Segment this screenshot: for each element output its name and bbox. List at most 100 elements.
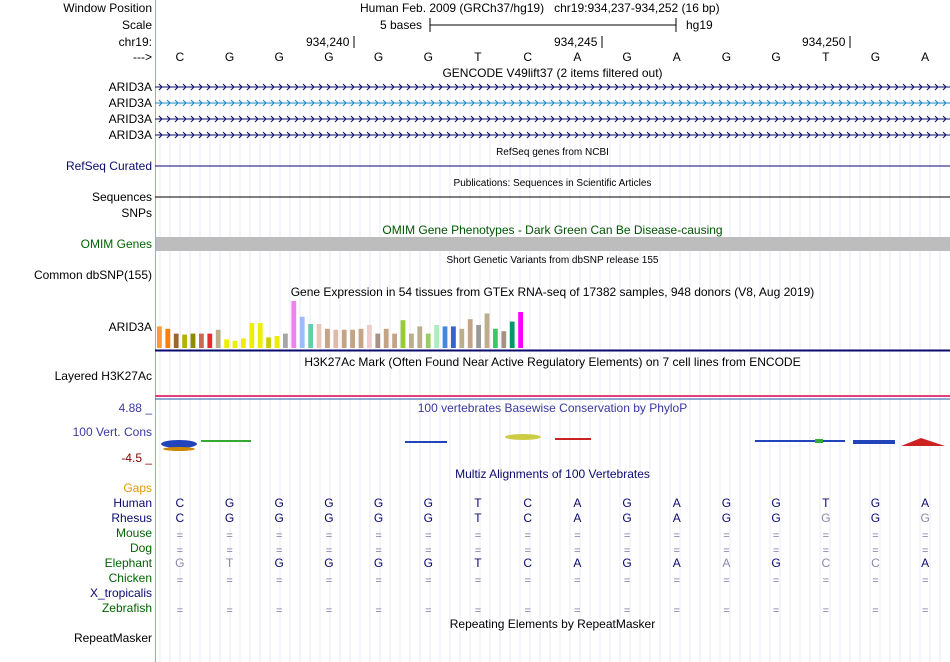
species-label[interactable]: Dog (129, 541, 152, 555)
strand-arrow (678, 99, 683, 107)
strand-arrow (174, 115, 179, 123)
species-label[interactable]: X_tropicalis (89, 586, 152, 600)
strand-arrow (158, 131, 163, 139)
strand-arrow (582, 99, 587, 107)
strand-arrow (326, 83, 331, 91)
strand-arrow (686, 131, 691, 139)
h3k27ac-signal[interactable] (155, 394, 950, 402)
strand-arrow (894, 83, 899, 91)
strand-arrow (582, 115, 587, 123)
strand-arrow (598, 131, 603, 139)
gtex-bar-graph[interactable] (155, 296, 950, 352)
strand-arrow (918, 115, 923, 123)
strand-arrow (550, 83, 555, 91)
alignment-base: = (226, 605, 233, 617)
strand-arrow (254, 83, 259, 91)
strand-arrow (278, 83, 283, 91)
species-label[interactable]: Human (113, 496, 152, 510)
strand-arrow (910, 99, 915, 107)
gencode-item-label[interactable]: ARID3A (108, 80, 152, 94)
alignment-base: G (274, 556, 284, 570)
strand-arrow (838, 83, 843, 91)
species-label[interactable]: Elephant (104, 556, 152, 570)
strand-arrow (790, 83, 795, 91)
strand-arrow (302, 83, 307, 91)
strand-arrow (430, 131, 435, 139)
alignment-base: = (176, 545, 184, 557)
multiz-track-title: Multiz Alignments of 100 Vertebrates (455, 467, 650, 481)
strand-arrow (438, 99, 443, 107)
omim-label[interactable]: OMIM Genes (80, 237, 152, 251)
gencode-item-label[interactable]: ARID3A (108, 112, 152, 126)
strand-arrow (862, 83, 867, 91)
gtex-bar (249, 323, 255, 348)
alignment-base: C (523, 511, 532, 525)
strand-arrow (174, 131, 179, 139)
alignment-base: = (276, 575, 283, 587)
strand-arrow (710, 115, 715, 123)
strand-arrow (446, 115, 451, 123)
gencode-item-label[interactable]: ARID3A (108, 96, 152, 110)
strand-arrow (190, 115, 195, 123)
strand-arrow (398, 115, 403, 123)
conservation-label[interactable]: 100 Vert. Cons (72, 425, 152, 439)
gtex-label[interactable]: ARID3A (108, 320, 152, 334)
gtex-bar (316, 324, 322, 348)
strand-arrow (494, 99, 499, 107)
species-label[interactable]: Rhesus (111, 511, 152, 525)
strand-arrow (574, 83, 579, 91)
alignment-base: = (772, 530, 780, 542)
strand-arrow (662, 131, 667, 139)
sequences-label[interactable]: Sequences (91, 190, 152, 204)
alignment-base: G (622, 556, 632, 570)
strand-arrow (686, 99, 691, 107)
strand-arrow (270, 99, 275, 107)
strand-arrow (398, 83, 403, 91)
snps-label[interactable]: SNPs (121, 206, 152, 220)
strand-arrow (294, 83, 299, 91)
strand-arrow (270, 115, 275, 123)
repeatmasker-label[interactable]: RepeatMasker (73, 631, 152, 645)
strand-arrow (558, 83, 563, 91)
species-label[interactable]: Mouse (115, 526, 152, 540)
strand-arrow (798, 131, 803, 139)
strand-arrow (406, 83, 411, 91)
omim-gene-bar[interactable] (156, 237, 950, 251)
refseq-line[interactable] (155, 164, 950, 168)
alignment-base: G (274, 511, 284, 525)
gtex-bar (299, 316, 305, 348)
strand-arrow (838, 99, 843, 107)
strand-arrow (286, 99, 291, 107)
species-label[interactable]: Gaps (123, 481, 152, 495)
gencode-transcripts[interactable] (155, 80, 950, 144)
conservation-logo[interactable] (155, 430, 950, 460)
h3k27ac-label[interactable]: Layered H3K27Ac (54, 369, 152, 383)
gtex-bar (509, 321, 515, 348)
strand-arrow (846, 83, 851, 91)
strand-arrow (158, 99, 163, 107)
strand-arrow (310, 131, 315, 139)
strand-arrow (478, 131, 483, 139)
refseq-label[interactable]: RefSeq Curated (65, 159, 152, 173)
strand-arrow (622, 83, 627, 91)
conservation-min: -4.5 _ (121, 451, 152, 465)
strand-arrow (686, 83, 691, 91)
dbsnp-label[interactable]: Common dbSNP(155) (33, 268, 152, 282)
gencode-track-title[interactable]: GENCODE V49lift37 (2 items filtered out) (442, 66, 663, 80)
gencode-item-label[interactable]: ARID3A (108, 128, 152, 142)
strand-arrow (838, 115, 843, 123)
strand-arrow (590, 131, 595, 139)
species-label[interactable]: Chicken (108, 571, 152, 585)
alignment-base: G (423, 511, 433, 525)
publications-line[interactable] (155, 195, 950, 199)
strand-arrow (726, 99, 731, 107)
strand-arrow (638, 131, 643, 139)
strand-arrow (422, 99, 427, 107)
strand-arrow (222, 99, 227, 107)
gtex-bar (325, 328, 330, 348)
strand-arrow (590, 115, 595, 123)
strand-arrow (470, 83, 475, 91)
species-label[interactable]: Zebrafish (101, 601, 152, 615)
